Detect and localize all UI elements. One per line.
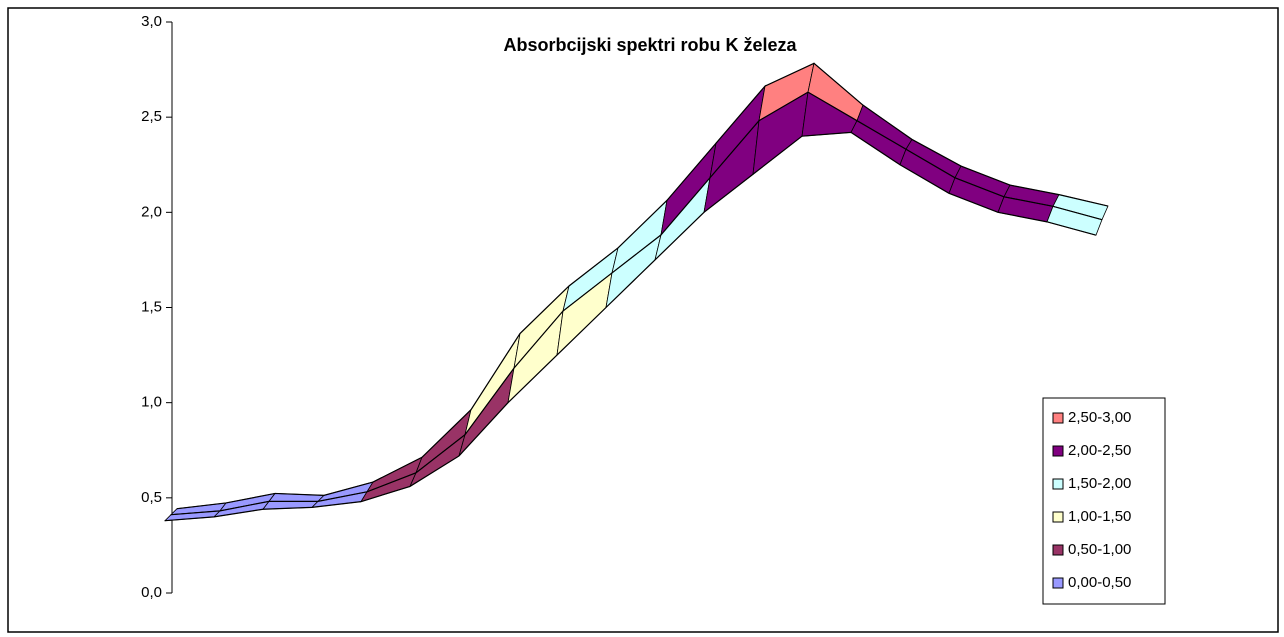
legend-swatch xyxy=(1052,577,1064,589)
legend-swatch xyxy=(1052,511,1064,523)
y-tick-label: 2,0 xyxy=(141,203,162,220)
legend-swatch xyxy=(1052,544,1064,556)
y-tick-label: 1,5 xyxy=(141,298,162,315)
legend-label: 1,50-2,00 xyxy=(1068,475,1131,492)
legend-swatch xyxy=(1052,445,1064,457)
y-tick-label: 0,5 xyxy=(141,489,162,506)
y-tick-label: 3,0 xyxy=(141,13,162,30)
legend-box xyxy=(1042,397,1166,605)
y-tick-label: 1,0 xyxy=(141,394,162,411)
legend-label: 0,00-0,50 xyxy=(1068,574,1131,591)
surface-row-line xyxy=(164,131,1097,522)
y-tick-label: 2,5 xyxy=(141,108,162,125)
legend-label: 2,50-3,00 xyxy=(1068,409,1131,426)
legend-label: 2,00-2,50 xyxy=(1068,442,1131,459)
legend-label: 1,00-1,50 xyxy=(1068,508,1131,525)
chart-title: Absorbcijski spektri robu K železa xyxy=(503,35,797,55)
legend-label: 0,50-1,00 xyxy=(1068,541,1131,558)
legend-swatch xyxy=(1052,478,1064,490)
y-tick-label: 0,0 xyxy=(141,584,162,601)
surface-row-line xyxy=(170,91,1103,516)
legend-swatch xyxy=(1052,412,1064,424)
surface-row-line xyxy=(176,62,1109,510)
